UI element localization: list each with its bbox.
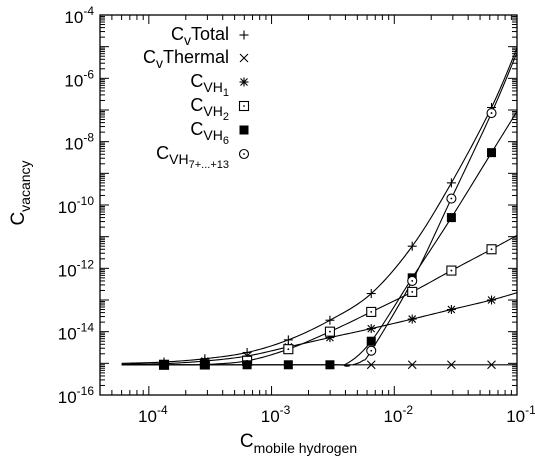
x-tick-label: 10-1 (506, 403, 535, 426)
legend-marker-vh6 (239, 125, 249, 135)
point-vh2 (283, 344, 294, 355)
plot-frame (99, 14, 518, 396)
point-vh6 (283, 360, 293, 370)
tick-marks (99, 14, 518, 396)
legend-label-total: CvTotal (171, 24, 229, 48)
fit-curves (121, 47, 518, 367)
point-thermal (366, 360, 376, 370)
x-tick-label: 10-4 (138, 403, 168, 426)
legend-label-vh6: CVH6 (190, 119, 229, 147)
point-vh1 (487, 295, 497, 305)
y-tick-label: 10-14 (58, 321, 95, 344)
y-axis-title-subscript: vacancy (17, 160, 33, 211)
point-vh1 (446, 305, 456, 315)
point-vh2 (407, 286, 418, 297)
x-axis-title: Cmobile hydrogen (240, 431, 357, 456)
point-vh6 (446, 213, 456, 223)
point-vh2 (366, 306, 377, 317)
point-vh1 (366, 324, 376, 334)
curve-vh2 (121, 234, 518, 366)
point-total (407, 241, 417, 251)
point-vh7_13 (486, 108, 497, 119)
y-tick-label: 10-10 (58, 194, 95, 217)
curve-vh7_13 (352, 52, 518, 366)
y-axis-title: Cvacancy (8, 160, 33, 225)
y-tick-label: 10-12 (58, 257, 95, 280)
x-axis-title-subscript: mobile hydrogen (254, 440, 358, 456)
curve-vh6 (121, 111, 518, 367)
x-axis-title-base: C (240, 431, 254, 452)
legend-label-vh2: CVH2 (190, 95, 229, 123)
y-tick-label: 10-16 (58, 384, 95, 407)
point-thermal (447, 360, 456, 370)
legend-marker-vh1 (239, 77, 249, 87)
y-tick-label: 10-4 (64, 4, 94, 27)
y-axis-title-base: C (8, 212, 29, 226)
point-vh6 (200, 360, 210, 370)
legend-marker-thermal (239, 53, 249, 63)
y-tick-label: 10-8 (64, 131, 94, 154)
data-points (158, 102, 497, 370)
x-tick-label: 10-2 (383, 403, 413, 426)
legend-marker-total (239, 30, 249, 40)
y-tick-label: 10-6 (64, 67, 94, 90)
point-total (325, 315, 335, 325)
point-vh6 (242, 360, 252, 370)
curve-total (121, 47, 518, 364)
point-total (446, 178, 456, 188)
legend-label-thermal: CvThermal (143, 47, 229, 71)
legend-marker-vh2 (238, 100, 250, 112)
point-vh7_13 (366, 345, 377, 356)
point-vh2 (324, 326, 335, 337)
legend-marker-vh7_13 (238, 148, 250, 160)
point-vh2 (486, 244, 497, 255)
point-thermal (407, 360, 417, 370)
point-vh6 (366, 336, 376, 346)
legend-label-vh1: CVH1 (190, 71, 229, 99)
point-vh6 (325, 360, 335, 370)
point-vh2 (446, 265, 457, 276)
point-vh6 (487, 148, 497, 158)
point-vh7_13 (446, 193, 457, 204)
point-thermal (487, 360, 496, 370)
tick-labels: 10-4 10-3 10-2 10-1 10-16 10-14 10-12 10-10 10-8… (58, 4, 535, 426)
x-tick-label: 10-3 (261, 403, 291, 426)
curve-vh1 (121, 292, 518, 365)
point-vh6 (159, 360, 169, 370)
point-total (366, 289, 376, 299)
legend-label-vh7_13: CVH7+...+13 (156, 143, 229, 171)
point-vh1 (407, 314, 417, 324)
point-vh7_13 (407, 275, 418, 286)
